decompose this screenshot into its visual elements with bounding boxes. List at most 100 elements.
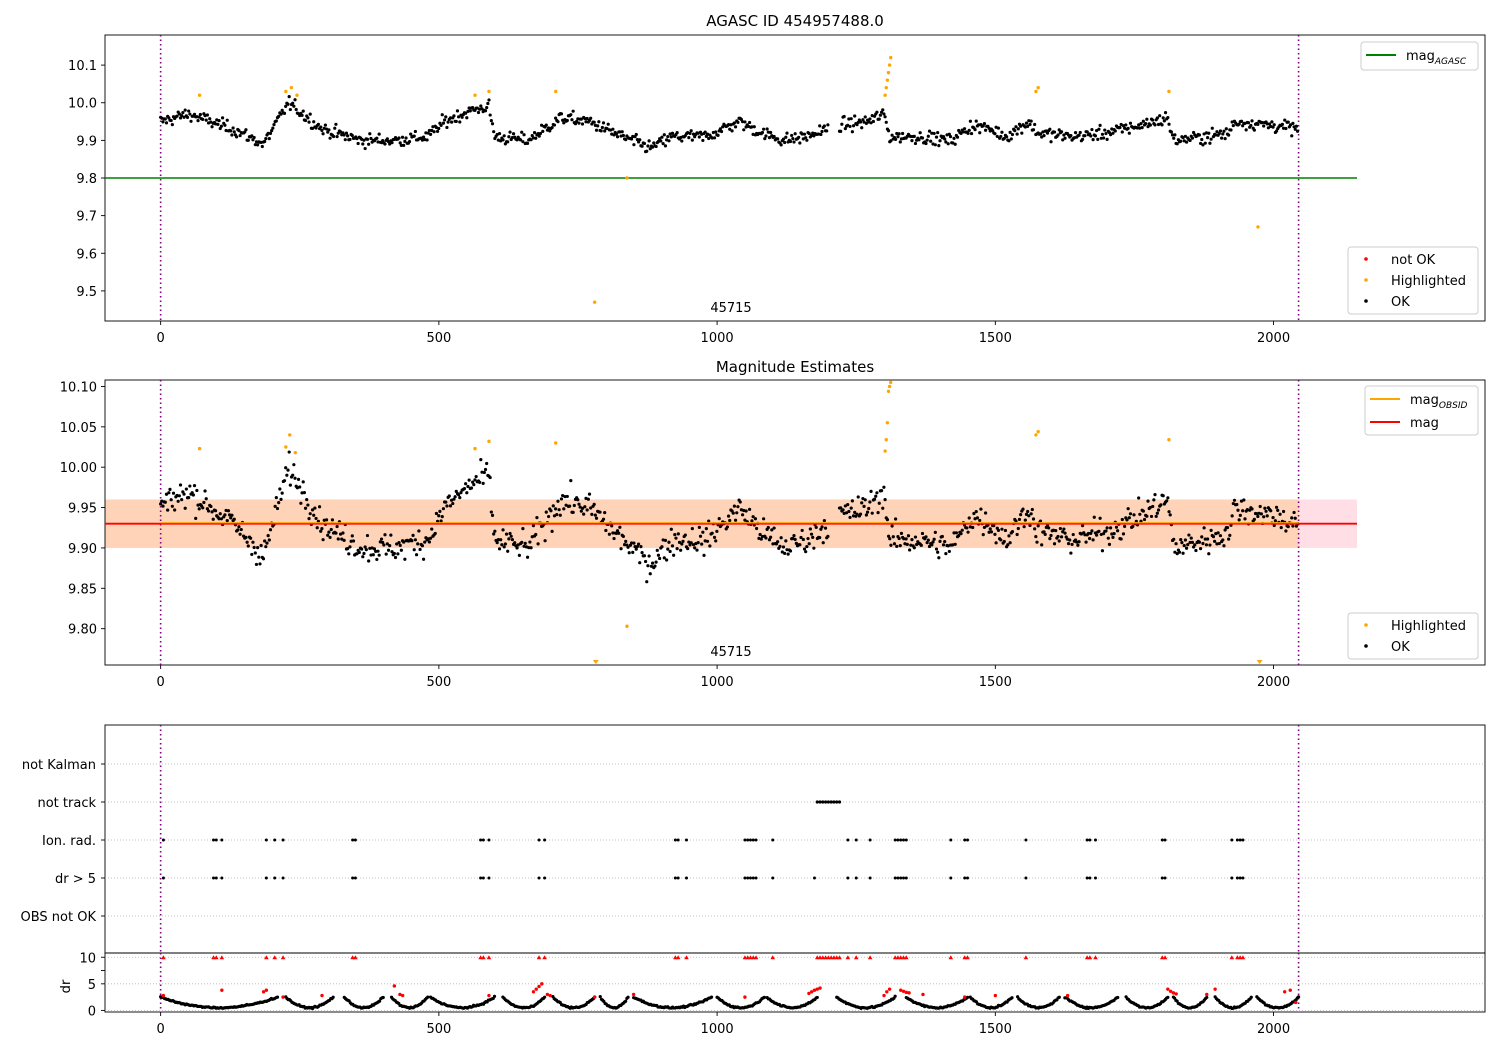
ok-point — [334, 531, 338, 535]
ok-point — [249, 536, 253, 540]
ion-rad-point — [537, 838, 541, 842]
ok-point — [747, 507, 752, 511]
ok-point — [1209, 528, 1213, 532]
ok-point — [989, 530, 994, 534]
ok-point — [894, 137, 898, 141]
ok-point — [624, 138, 628, 142]
ok-point — [508, 531, 512, 536]
ok-point — [538, 131, 543, 136]
flag-category-label: not Kalman — [22, 758, 96, 773]
ok-point — [441, 121, 446, 125]
ok-point — [164, 121, 169, 125]
ok-point — [1165, 499, 1169, 503]
ok-point — [570, 118, 574, 122]
ok-point — [1175, 552, 1179, 556]
ok-point — [288, 483, 292, 487]
ok-point — [1202, 526, 1206, 530]
dr-gt-5-point — [743, 876, 747, 880]
ok-point — [1188, 138, 1192, 143]
ok-point — [307, 120, 311, 124]
ok-point — [1273, 519, 1277, 523]
ok-point — [596, 124, 600, 128]
ok-point — [244, 535, 248, 539]
ok-point — [398, 141, 402, 145]
ok-point — [1068, 538, 1072, 542]
ok-point — [701, 138, 705, 143]
ok-point — [910, 538, 914, 542]
ok-point — [1109, 526, 1113, 530]
ok-point — [1256, 122, 1260, 127]
ion-rad-point — [963, 838, 967, 842]
ok-point — [251, 540, 255, 544]
ok-point — [612, 536, 616, 541]
ok-point — [1235, 502, 1239, 507]
ok-point — [388, 142, 392, 146]
ok-point — [245, 540, 249, 544]
ok-point — [1284, 126, 1288, 131]
ok-point — [974, 509, 978, 514]
dr-flag-marker — [753, 955, 759, 960]
ok-point — [208, 117, 212, 121]
ok-point — [1179, 537, 1183, 542]
ok-point — [1013, 129, 1017, 133]
dr-red-point — [809, 990, 814, 994]
ok-point — [944, 552, 948, 556]
ok-point — [369, 136, 373, 141]
ok-point — [1252, 517, 1256, 521]
ok-point — [229, 516, 233, 520]
ok-point — [397, 136, 401, 140]
ok-point — [1059, 535, 1064, 539]
ok-point — [597, 120, 601, 124]
ok-point — [205, 507, 209, 511]
dr-flag-marker — [770, 955, 776, 960]
ok-point — [1094, 128, 1099, 133]
not-track-points — [815, 800, 842, 804]
ok-point — [1169, 130, 1173, 134]
ok-point — [708, 544, 712, 548]
dr-gt-5-point — [1085, 876, 1089, 880]
ok-point — [642, 141, 647, 146]
ok-point — [934, 547, 939, 551]
ok-point — [1208, 141, 1212, 145]
dr-red-point — [398, 992, 402, 997]
ok-point — [802, 132, 807, 136]
dr-gt-5-point — [1160, 876, 1164, 880]
ok-point — [433, 531, 437, 536]
ok-point — [503, 542, 507, 546]
ok-point — [1118, 125, 1122, 130]
ok-point — [187, 496, 191, 500]
ok-point — [480, 470, 484, 474]
ok-point — [1116, 529, 1120, 533]
ok-point — [536, 542, 540, 546]
ok-point — [458, 496, 462, 500]
ok-point — [314, 516, 318, 521]
ok-point — [471, 105, 475, 110]
ok-point — [412, 548, 416, 552]
legend-label-subscript: OBSID — [1439, 401, 1468, 411]
ok-point — [201, 506, 205, 510]
dr-red-point — [812, 988, 817, 992]
ok-point — [1151, 118, 1155, 122]
ok-point — [1019, 124, 1023, 128]
ok-point — [305, 497, 309, 502]
ok-point — [367, 559, 371, 563]
ok-point — [170, 123, 174, 127]
ok-point — [822, 519, 826, 523]
ok-point — [271, 126, 275, 130]
ok-point — [571, 109, 575, 113]
ok-point — [528, 540, 532, 544]
ok-point — [966, 131, 970, 135]
ok-point — [537, 134, 541, 138]
ok-point — [306, 116, 310, 120]
ok-point — [421, 557, 426, 561]
ion-rad-point — [1024, 838, 1028, 842]
ion-rad-point — [902, 838, 906, 842]
estimates-ok-points — [159, 450, 1300, 584]
ok-point — [562, 507, 566, 511]
ok-point — [1031, 128, 1036, 132]
ok-point — [1193, 543, 1197, 547]
ok-point — [651, 561, 655, 565]
ok-point — [1153, 123, 1157, 127]
ok-point — [416, 542, 420, 546]
ok-point — [220, 116, 225, 120]
